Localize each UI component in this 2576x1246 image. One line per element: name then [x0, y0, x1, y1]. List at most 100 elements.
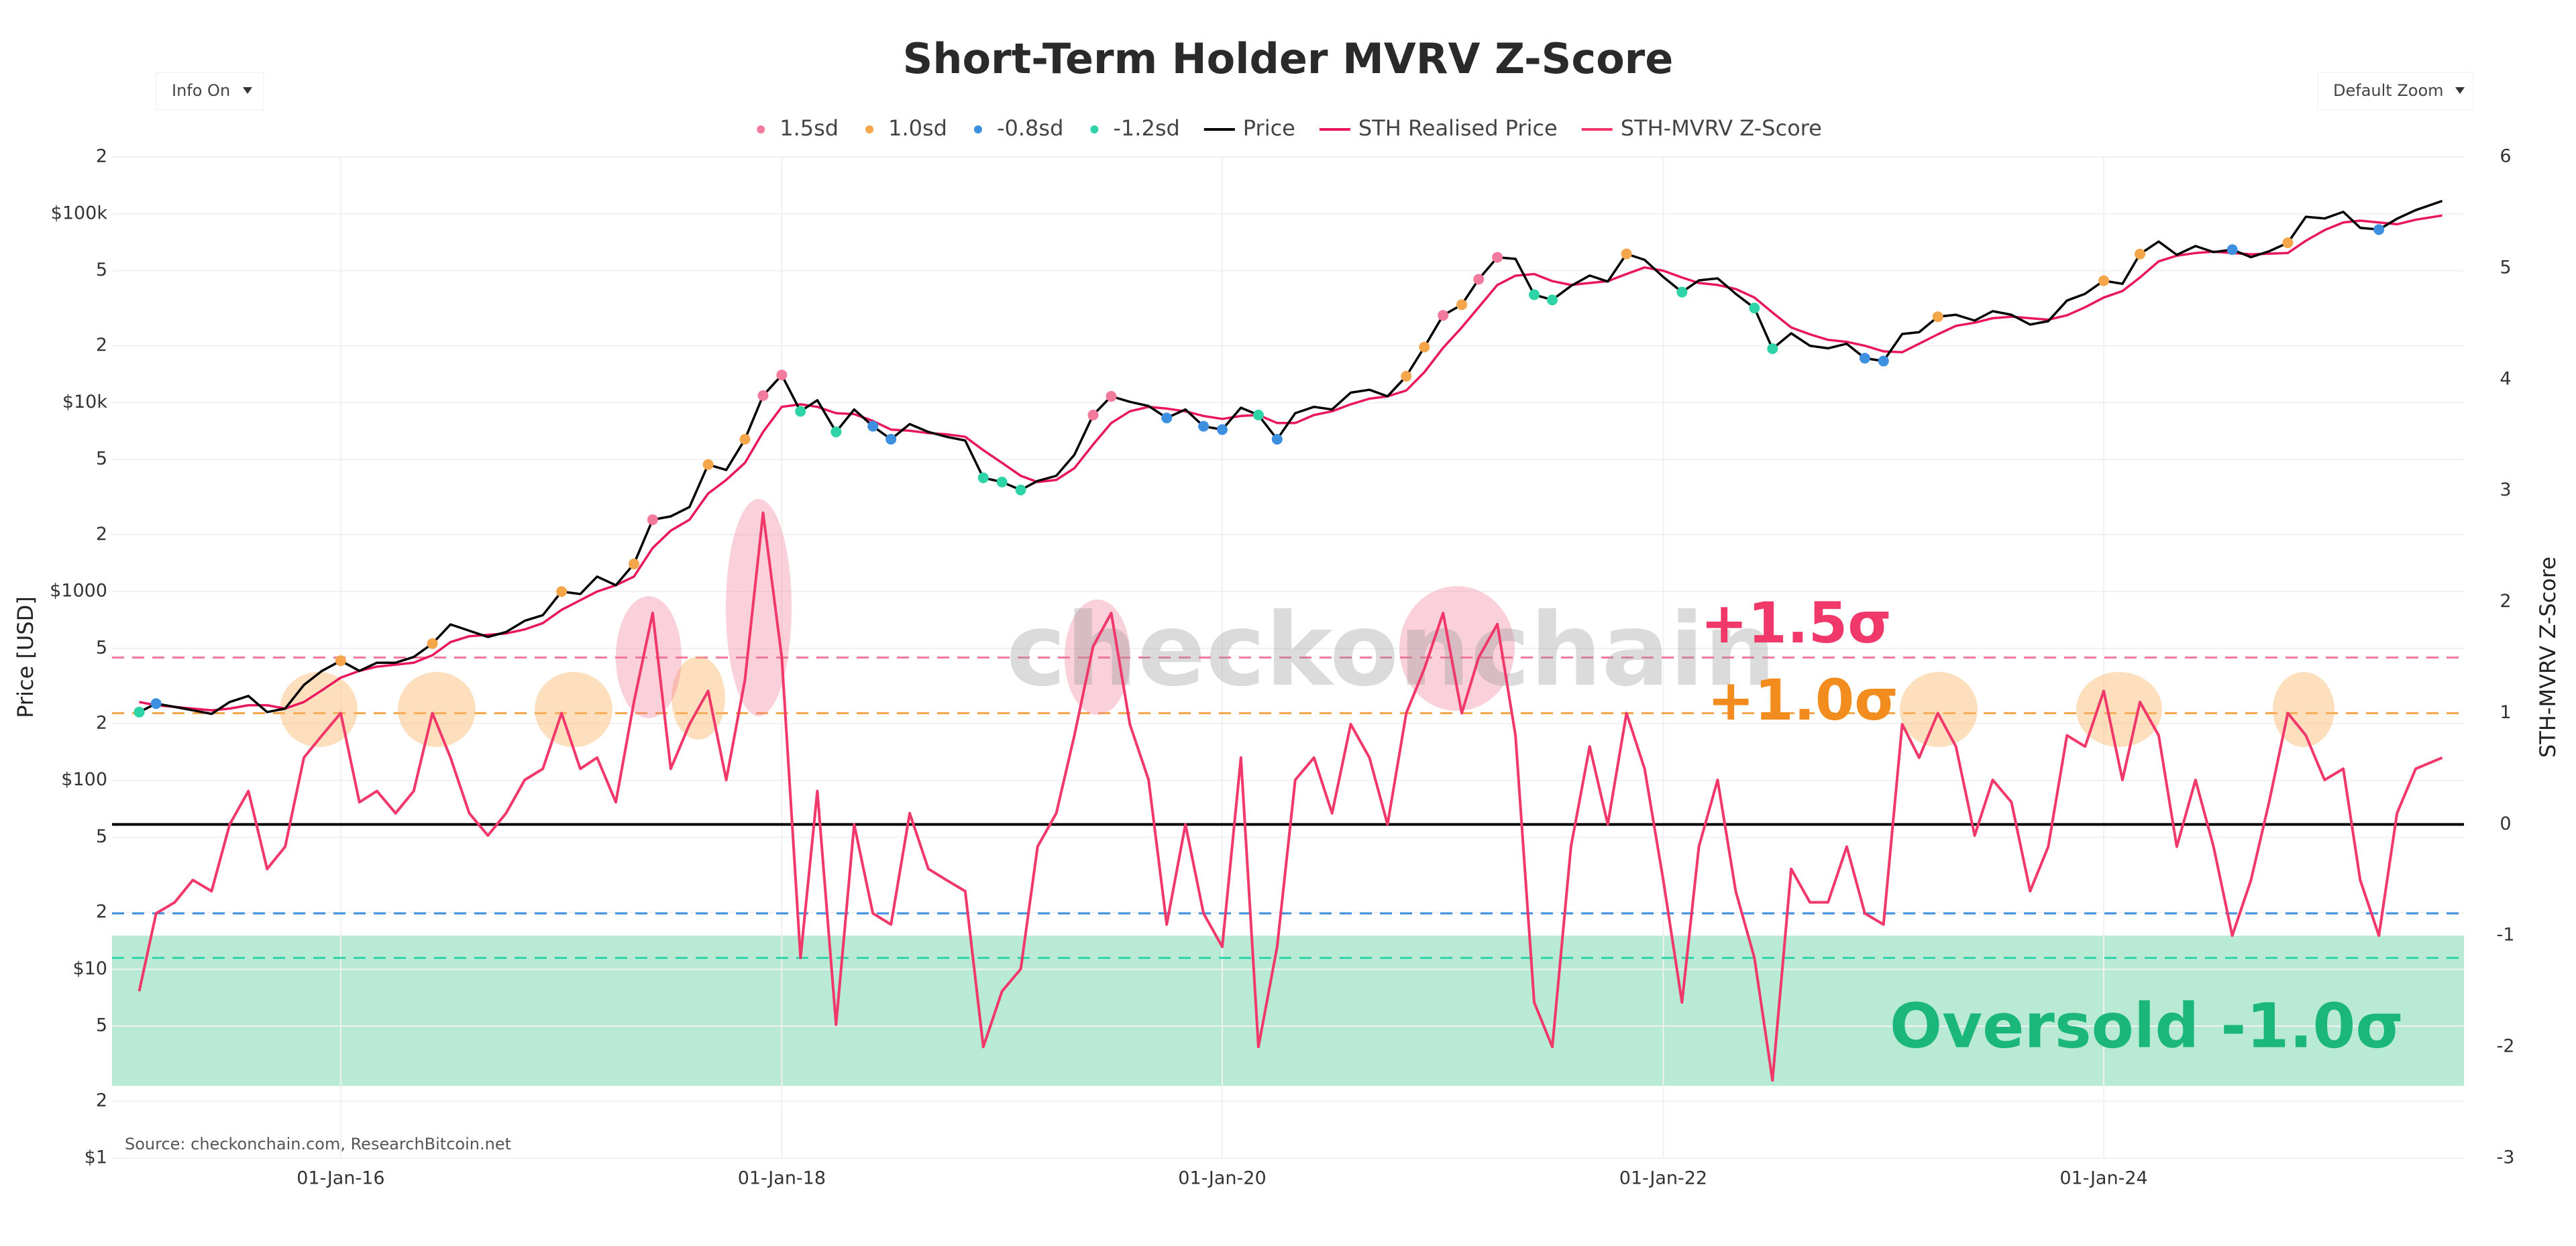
button-label[interactable]: Default Zoom	[2333, 81, 2444, 100]
highlight	[1900, 672, 1978, 747]
y-tick-label: 5	[96, 637, 107, 658]
y2-tick-label: 2	[2500, 591, 2511, 612]
band-marker	[2226, 244, 2238, 256]
band-marker	[1401, 371, 1412, 382]
legend-label: -0.8sd	[997, 115, 1063, 141]
band-marker	[702, 459, 714, 470]
watermark: checkonchain	[1006, 592, 1776, 709]
legend-label: STH-MVRV Z-Score	[1621, 115, 1822, 141]
band-marker	[647, 514, 658, 525]
legend: 1.5sd 1.0sd -0.8sd -1.2sd Price STH Realised …	[757, 115, 1822, 141]
y2-tick-label: 3	[2500, 479, 2511, 500]
y-tick-label: 2	[96, 146, 107, 167]
highlight	[672, 657, 725, 740]
band-marker	[830, 427, 842, 438]
band-marker	[1087, 409, 1099, 420]
series-line	[138, 511, 2443, 1082]
band-marker	[427, 638, 438, 649]
band-marker	[1161, 412, 1173, 424]
band-marker	[556, 586, 568, 598]
band-marker	[757, 390, 769, 401]
x-tick-label: 01-Jan-22	[1619, 1168, 1707, 1189]
band-marker	[795, 406, 806, 417]
band-marker	[1473, 274, 1485, 285]
button-box[interactable]	[2317, 72, 2474, 111]
x-tick-label: 01-Jan-24	[2059, 1168, 2147, 1189]
button-label[interactable]: Info On	[172, 81, 230, 100]
band-marker	[1438, 310, 1449, 321]
band-marker	[1271, 434, 1283, 445]
y-tick-label: $100	[61, 769, 107, 790]
y-tick-label: $1000	[50, 581, 107, 602]
band-marker	[996, 476, 1008, 488]
y2-tick-label: 0	[2500, 813, 2511, 834]
y-tick-label: 2	[96, 901, 107, 922]
highlight	[2273, 672, 2334, 747]
band-marker	[2098, 275, 2110, 286]
plot	[112, 199, 2464, 1082]
band-marker	[2282, 237, 2294, 249]
band-marker	[1528, 289, 1540, 300]
source: Source: checkonchain.com, ResearchBitcoi…	[125, 1135, 511, 1153]
y2-axis-title: STH-MVRV Z-Score	[2535, 557, 2561, 758]
band-marker	[1749, 302, 1760, 314]
highlight	[726, 499, 792, 716]
y-tick-label: $100k	[51, 203, 108, 223]
y-tick-label: 2	[96, 335, 107, 355]
band-marker	[1676, 286, 1688, 298]
band-marker	[739, 434, 751, 445]
band-marker	[1621, 248, 1632, 260]
y-tick-label: 5	[96, 449, 107, 469]
band-marker	[1546, 294, 1558, 306]
band-marker	[150, 698, 162, 710]
dropdown-arrow[interactable]	[243, 87, 252, 94]
band-marker	[133, 706, 145, 718]
band-marker	[2373, 224, 2385, 235]
chart-title: Short-Term Holder MVRV Z-Score	[903, 34, 1674, 83]
zone-label: Oversold -1.0σ	[1890, 990, 2404, 1062]
zoom-button[interactable]: Default Zoom	[2317, 72, 2474, 111]
legend-swatch	[757, 125, 765, 133]
plot-background: 2 $100k 5 2 $10k 5 2 $1000 5 2 $100 5 2 $10 5 2 $1 -3 -2 -1…	[50, 146, 2514, 1189]
band-marker	[1216, 424, 1228, 435]
band-marker	[1456, 299, 1468, 310]
band-marker	[977, 472, 989, 484]
band-marker	[885, 434, 897, 445]
band-marker	[1106, 391, 1117, 402]
y2-tick-label: 4	[2500, 368, 2511, 389]
band-marker	[1767, 343, 1778, 355]
highlight	[616, 596, 682, 718]
legend-swatch	[973, 125, 982, 133]
highlight	[1399, 586, 1515, 711]
band-marker	[335, 655, 346, 667]
highlight	[535, 672, 612, 747]
y2-tick-label: -2	[2497, 1036, 2515, 1057]
legend-items: 1.5sd 1.0sd -0.8sd -1.2sd Price STH Realised …	[757, 115, 1822, 141]
band-marker	[2135, 248, 2146, 260]
legend-label: 1.0sd	[888, 115, 947, 141]
band-marker	[629, 558, 640, 569]
highlight	[398, 672, 476, 747]
band-marker	[1878, 355, 1889, 367]
band-marker	[1419, 341, 1430, 353]
x-tick-label: 01-Jan-20	[1178, 1168, 1266, 1189]
y-tick-label: 5	[96, 260, 107, 280]
series-line	[138, 199, 2443, 716]
annotation: +1.5σ	[1701, 590, 1892, 656]
band-marker	[776, 370, 788, 381]
dropdown-arrow[interactable]	[2455, 87, 2465, 94]
oversold-zone	[112, 936, 2464, 1086]
legend-label: -1.2sd	[1113, 115, 1179, 141]
y2-tick-label: -3	[2497, 1147, 2515, 1168]
y-tick-label: 2	[96, 1090, 107, 1111]
legend-label: STH Realised Price	[1358, 115, 1558, 141]
legend-label: Price	[1243, 115, 1295, 141]
band-marker	[1492, 251, 1503, 263]
y-axis-title: Price [USD]	[13, 596, 38, 718]
highlight	[2076, 672, 2162, 747]
legend-swatch	[1090, 125, 1099, 133]
info-button[interactable]: Info On	[156, 72, 264, 111]
x-tick-label: 01-Jan-18	[738, 1168, 826, 1189]
y2-tick-label: 6	[2500, 146, 2511, 167]
